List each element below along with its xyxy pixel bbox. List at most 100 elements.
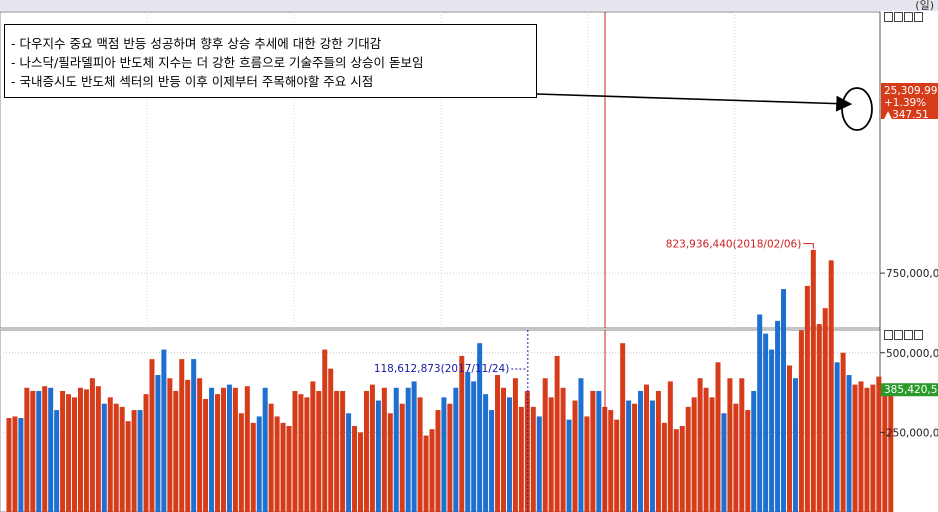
panel-close-button[interactable] xyxy=(914,12,923,22)
panel-max-button[interactable] xyxy=(904,12,913,22)
volume-bar xyxy=(691,397,697,512)
volume-bar xyxy=(679,426,685,512)
volume-bar xyxy=(369,384,375,512)
volume-bar xyxy=(864,387,870,512)
volume-bar xyxy=(42,386,48,512)
volume-bar xyxy=(167,378,173,512)
vol-panel-close-button[interactable] xyxy=(914,330,923,340)
volume-bar xyxy=(429,429,435,512)
price-panel-controls[interactable] xyxy=(884,12,923,22)
volume-tick-label: 750,000,000 xyxy=(886,268,938,280)
annotation-line-1: - 다우지수 중요 맥점 반등 성공하며 향후 상승 추세에 대한 강한 기대감 xyxy=(11,36,382,51)
panel-min-button[interactable] xyxy=(884,12,893,22)
volume-panel-controls[interactable] xyxy=(884,330,923,340)
volume-bar xyxy=(506,397,512,512)
vol-panel-max-button[interactable] xyxy=(904,330,913,340)
volume-bar xyxy=(137,410,143,512)
volume-bar xyxy=(83,389,89,512)
vol-panel-restore-button[interactable] xyxy=(894,330,903,340)
max-volume-leader xyxy=(803,243,814,249)
volume-bar xyxy=(89,378,95,512)
volume-bar xyxy=(375,400,381,512)
annotation-line-3: - 국내증시도 반도체 섹터의 반등 이후 이제부터 주목해야할 주요 시점 xyxy=(11,74,374,89)
volume-bar xyxy=(423,435,429,512)
volume-bar xyxy=(48,387,54,512)
volume-bar xyxy=(572,400,578,512)
volume-bar xyxy=(804,285,810,512)
change-percent-value: +1.39% xyxy=(884,97,926,109)
volume-bar xyxy=(512,378,518,512)
volume-bar xyxy=(548,397,554,512)
volume-bar xyxy=(518,406,524,512)
volume-bar xyxy=(161,349,167,512)
volume-bar xyxy=(262,387,268,512)
volume-bar xyxy=(471,381,477,512)
volume-bar xyxy=(107,397,113,512)
volume-bar xyxy=(465,371,471,512)
volume-bar xyxy=(77,387,83,512)
vol-panel-min-button[interactable] xyxy=(884,330,893,340)
volume-bar xyxy=(24,387,30,512)
period-label: (일) xyxy=(915,0,934,12)
volume-tick-label: 500,000,000 xyxy=(886,348,938,360)
volume-bar xyxy=(536,416,542,512)
volume-bar xyxy=(363,390,369,512)
annotation-arrow xyxy=(536,93,853,112)
volume-bar xyxy=(608,410,614,512)
volume-bar xyxy=(816,324,822,512)
volume-bar xyxy=(739,378,745,512)
volume-bar xyxy=(328,368,334,512)
volume-bar xyxy=(405,387,411,512)
volume-bar xyxy=(649,400,655,512)
volume-bar xyxy=(155,375,161,512)
volume-bar xyxy=(697,378,703,512)
volume-bar xyxy=(220,387,226,512)
volume-bar xyxy=(727,378,733,512)
volume-bar xyxy=(667,381,673,512)
volume-bar xyxy=(197,378,203,512)
volume-bar xyxy=(322,349,328,512)
volume-bar xyxy=(125,421,131,512)
volume-bar xyxy=(304,397,310,512)
top-strip: (일) xyxy=(0,0,938,12)
current-price-value: 25,309.99 xyxy=(884,85,937,97)
volume-bar xyxy=(781,289,787,512)
volume-bar xyxy=(500,387,506,512)
volume-bar xyxy=(298,394,304,512)
volume-bar xyxy=(673,429,679,512)
volume-bar xyxy=(459,355,465,512)
volume-bar xyxy=(256,416,262,512)
volume-bar xyxy=(399,403,405,512)
volume-bar xyxy=(626,400,632,512)
volume-bar xyxy=(489,410,495,512)
volume-bar xyxy=(95,386,101,512)
max-volume-label: 823,936,440(2018/02/06) xyxy=(666,239,802,251)
volume-bar xyxy=(280,422,286,512)
min-volume-label: 118,612,873(2017/11/24) xyxy=(374,363,510,375)
volume-bar xyxy=(685,406,691,512)
volume-bar xyxy=(882,394,888,512)
volume-bar xyxy=(72,397,78,512)
volume-bar xyxy=(852,384,858,512)
volume-bar xyxy=(179,359,185,512)
volume-bar xyxy=(435,410,441,512)
volume-bar xyxy=(620,343,626,512)
panel-restore-button[interactable] xyxy=(894,12,903,22)
volume-bar xyxy=(477,343,483,512)
current-volume-value: 385,420,532 xyxy=(884,384,938,396)
volume-bar xyxy=(798,330,804,512)
volume-bar xyxy=(340,390,346,512)
volume-bar xyxy=(751,390,757,512)
volume-bar xyxy=(876,376,882,512)
volume-bar xyxy=(822,308,828,512)
volume-bar xyxy=(846,375,852,512)
volume-bar xyxy=(495,375,501,512)
volume-bar xyxy=(387,413,393,512)
volume-bar xyxy=(381,387,387,512)
volume-bar xyxy=(530,406,536,512)
annotation-box: - 다우지수 중요 맥점 반등 성공하며 향후 상승 추세에 대한 강한 기대감… xyxy=(4,24,537,98)
volume-bar xyxy=(655,390,661,512)
volume-bar xyxy=(810,249,816,512)
volume-bar xyxy=(66,394,72,512)
